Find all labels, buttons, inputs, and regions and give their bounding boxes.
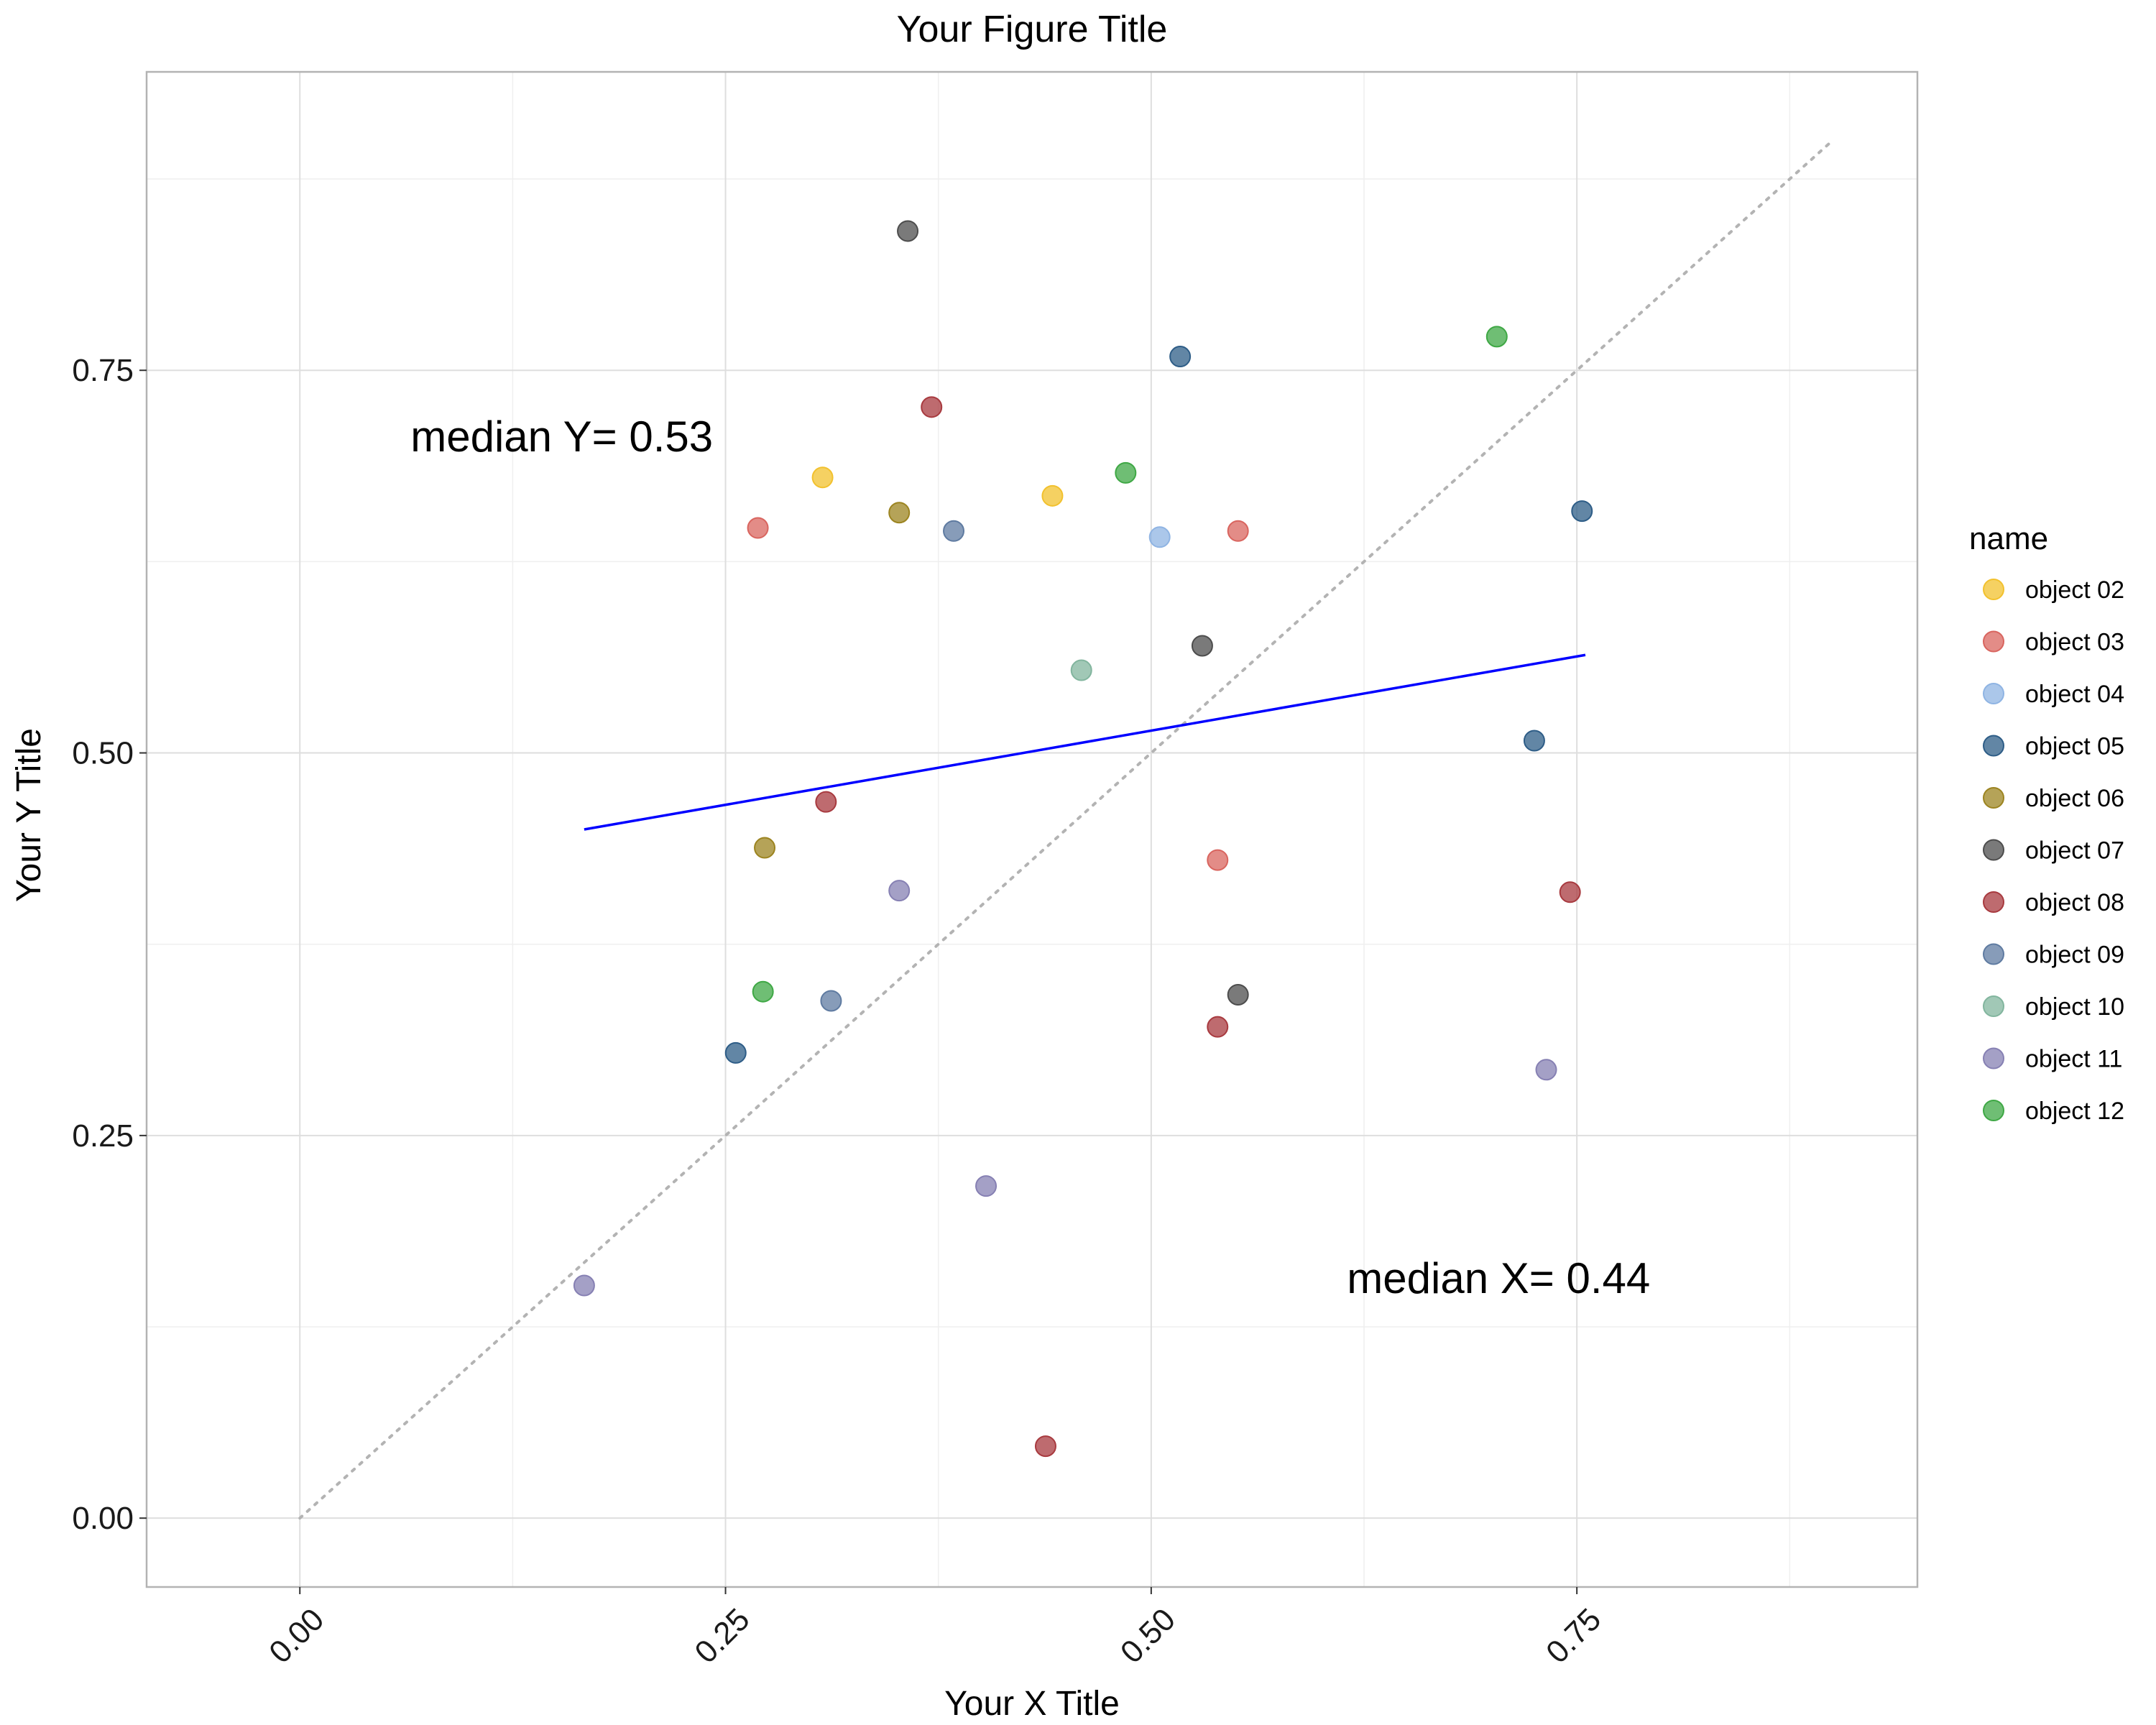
data-point [888, 880, 911, 902]
legend-key [1983, 891, 2004, 913]
data-point [1559, 881, 1581, 903]
legend-label: object 10 [2025, 993, 2124, 1021]
y-tick-label: 0.75 [72, 353, 134, 388]
legend-label: object 09 [2025, 942, 2124, 969]
data-point [820, 990, 842, 1012]
legend-key [1983, 1047, 2004, 1070]
legend: name object 02 object 03 object 04 object 0… [1969, 521, 2124, 1125]
legend-label: object 06 [2025, 785, 2124, 812]
legend-label: object 04 [2025, 681, 2124, 708]
data-point [1523, 730, 1545, 752]
data-point [1041, 484, 1064, 507]
data-point [1207, 849, 1229, 871]
data-point [1207, 1016, 1229, 1038]
legend-label: object 02 [2025, 576, 2124, 604]
data-point [1227, 983, 1249, 1006]
data-point [1191, 635, 1213, 657]
legend-key [1983, 630, 2004, 653]
data-point [724, 1041, 747, 1064]
data-point [1034, 1435, 1056, 1458]
legend-key [1983, 839, 2004, 861]
legend-key [1983, 1100, 2004, 1121]
y-axis-title: Your Y Title [10, 728, 48, 902]
annotation-label: median X= 0.44 [1347, 1254, 1650, 1302]
data-point [897, 220, 919, 242]
reference-lines [298, 139, 1834, 1520]
data-point [1227, 520, 1249, 542]
scatter-points [573, 220, 1593, 1458]
data-point [975, 1175, 998, 1197]
legend-label: object 08 [2025, 889, 2124, 916]
data-point [747, 517, 769, 539]
data-point [1070, 659, 1092, 681]
data-point [811, 466, 834, 489]
legend-label: object 07 [2025, 837, 2124, 865]
x-axis-title: Your X Title [944, 1685, 1120, 1723]
legend-key [1983, 995, 2004, 1017]
data-point [1485, 326, 1508, 348]
data-point [573, 1274, 595, 1297]
data-point [1571, 500, 1593, 523]
annotation-label: median Y= 0.53 [410, 413, 713, 461]
legend-key [1983, 787, 2004, 809]
legend-title: name [1969, 521, 2048, 556]
fit-line [584, 653, 1586, 831]
data-point [943, 520, 965, 542]
data-point [1535, 1059, 1557, 1081]
identity-line [298, 139, 1834, 1520]
legend-label: object 11 [2025, 1046, 2122, 1073]
data-point [1148, 526, 1171, 548]
y-tick-label: 0.00 [72, 1501, 134, 1536]
legend-key [1983, 735, 2004, 757]
legend-key [1983, 943, 2004, 965]
legend-label: object 12 [2025, 1098, 2124, 1125]
annotations: median Y= 0.53 median X= 0.44 [410, 413, 1650, 1302]
y-tick-label: 0.50 [72, 736, 134, 771]
data-point [815, 791, 837, 813]
grid [147, 72, 1917, 1587]
panel-border [145, 70, 1919, 1588]
chart-title: Your Figure Title [897, 9, 1168, 50]
data-point [1169, 346, 1192, 368]
data-point [921, 396, 943, 418]
data-point [1115, 461, 1137, 484]
legend-key [1983, 579, 2004, 600]
legend-key [1983, 683, 2004, 704]
data-point [752, 980, 774, 1003]
data-point [888, 502, 911, 524]
legend-label: object 03 [2025, 629, 2124, 656]
data-point [754, 837, 776, 859]
y-tick-label: 0.25 [72, 1118, 134, 1154]
legend-label: object 05 [2025, 733, 2124, 760]
